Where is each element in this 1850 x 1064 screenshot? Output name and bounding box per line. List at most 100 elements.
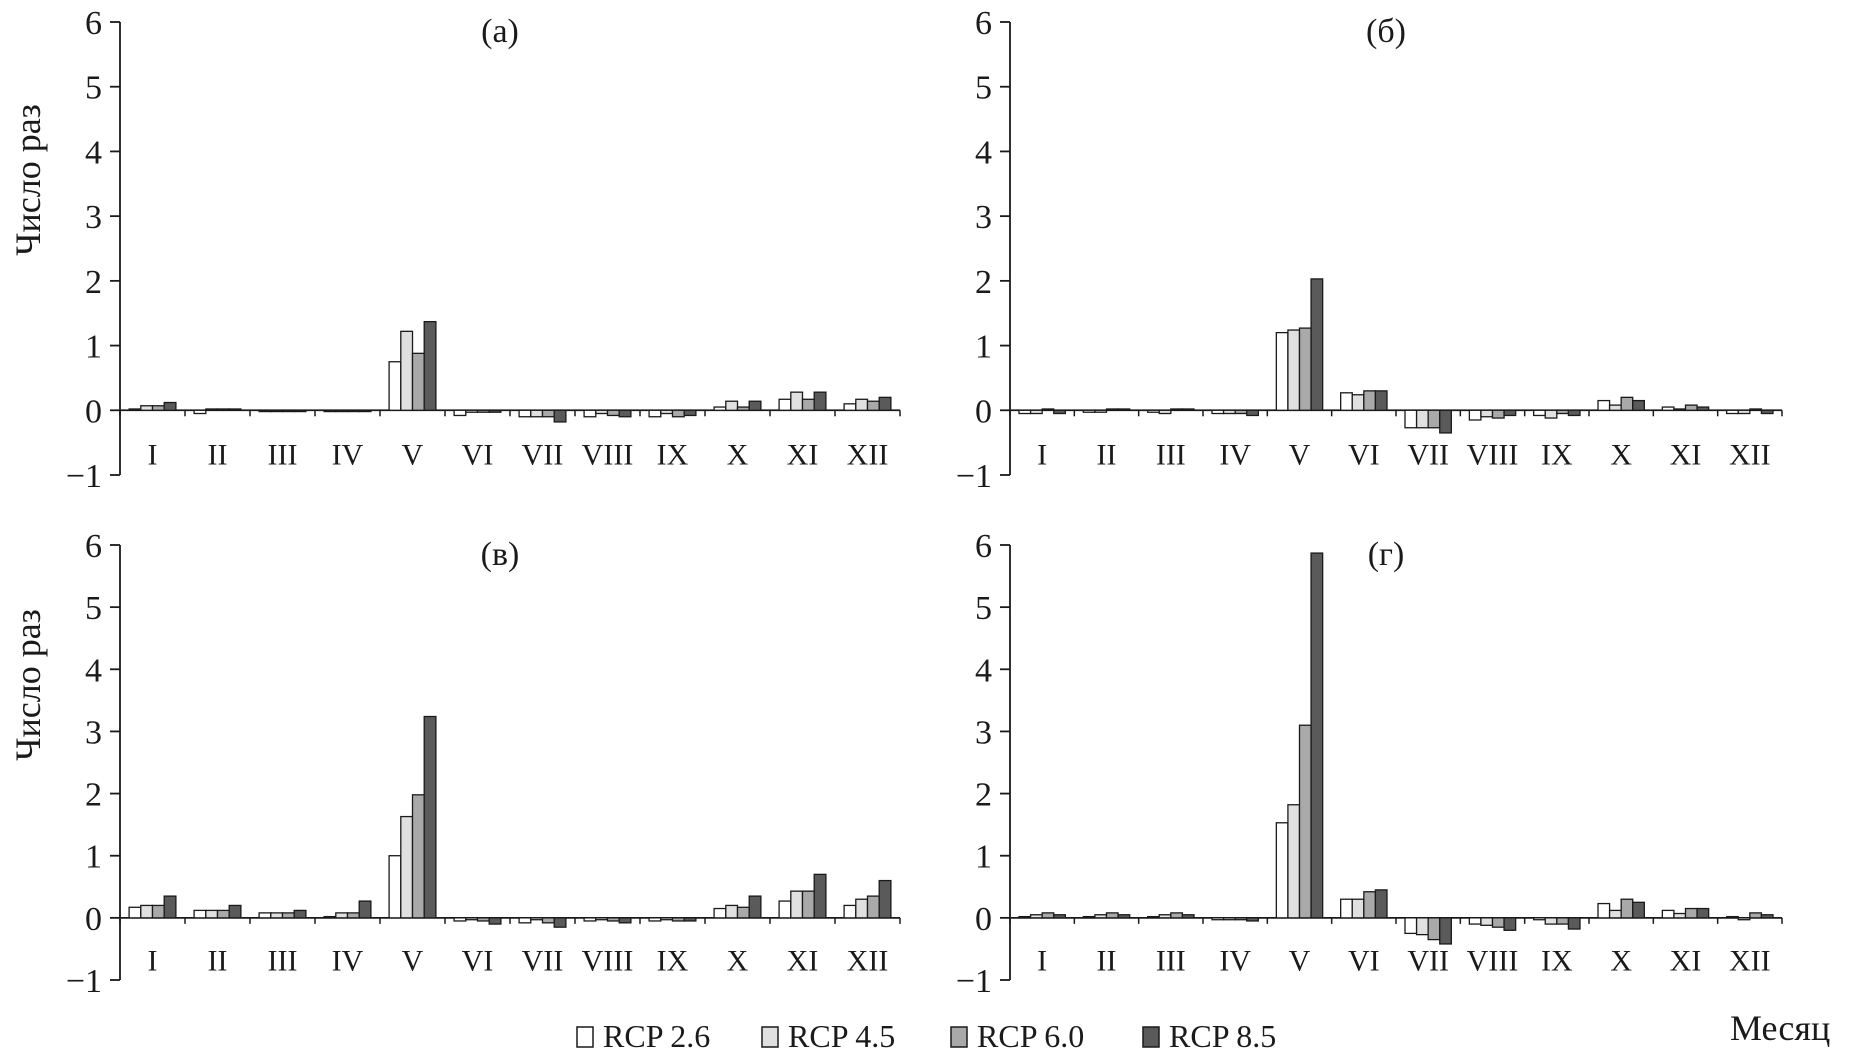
bar-v-II-0 bbox=[193, 909, 207, 919]
bar-b-I-2 bbox=[1041, 408, 1055, 411]
bar-b-XI-3 bbox=[1696, 406, 1710, 411]
bar-v-III-0 bbox=[258, 912, 272, 919]
bar-a-XI-2 bbox=[801, 398, 815, 411]
bar-b-XII-2 bbox=[1749, 408, 1763, 411]
legend: RCP 2.6 RCP 4.5 RCP 6.0 RCP 8.5 bbox=[576, 1018, 1276, 1054]
x-tick-label: XI bbox=[1670, 944, 1702, 977]
bar-v-XI-0 bbox=[778, 900, 792, 919]
x-tick-label: V bbox=[402, 944, 424, 977]
bar-b-II-3 bbox=[1117, 408, 1131, 411]
bar-v-IX-0 bbox=[648, 917, 662, 922]
y-tick-label: 1 bbox=[85, 839, 102, 876]
bar-b-IX-2 bbox=[1556, 409, 1570, 415]
bar-b-VI-0 bbox=[1340, 392, 1353, 411]
y-tick-label: 3 bbox=[975, 714, 992, 751]
y-tick-label: 0 bbox=[975, 901, 992, 938]
bar-b-VIII-2 bbox=[1491, 409, 1505, 419]
y-tick-label: 3 bbox=[85, 199, 102, 236]
bar-b-VIII-3 bbox=[1503, 409, 1517, 417]
x-tick-label: VII bbox=[1407, 438, 1449, 471]
y-tick-label: 5 bbox=[975, 70, 992, 107]
bar-b-VII-2 bbox=[1427, 409, 1441, 429]
bar-g-III-3 bbox=[1181, 914, 1195, 919]
bar-b-IV-0 bbox=[1211, 409, 1225, 415]
bar-a-III-3 bbox=[293, 409, 307, 413]
x-tick-label: II bbox=[1097, 944, 1117, 977]
x-tick-label: VI bbox=[1348, 438, 1380, 471]
x-tick-label: VI bbox=[1348, 944, 1380, 977]
y-tick-label: 1 bbox=[975, 329, 992, 366]
legend-swatch-rcp60 bbox=[950, 1026, 968, 1048]
bar-v-IV-0 bbox=[323, 915, 337, 919]
bar-v-VI-0 bbox=[453, 917, 467, 922]
y-tick-label: 3 bbox=[975, 199, 992, 236]
bar-v-V-3 bbox=[423, 715, 437, 919]
bar-b-I-3 bbox=[1053, 409, 1066, 415]
bar-g-IV-2 bbox=[1234, 917, 1248, 921]
y-tick-label: 4 bbox=[85, 134, 102, 171]
bar-g-VIII-2 bbox=[1491, 917, 1505, 928]
bar-a-XII-3 bbox=[878, 396, 892, 411]
bar-v-VIII-2 bbox=[606, 917, 620, 922]
bar-a-VI-3 bbox=[488, 409, 502, 413]
x-tick-label: VII bbox=[1407, 944, 1449, 977]
bar-a-V-1 bbox=[400, 330, 414, 411]
bar-g-XI-1 bbox=[1673, 912, 1687, 919]
bar-v-XI-2 bbox=[801, 890, 815, 919]
y-tick-label: 2 bbox=[85, 264, 102, 301]
bar-a-VIII-0 bbox=[583, 409, 597, 418]
bar-b-XII-0 bbox=[1726, 409, 1739, 415]
bar-v-II-1 bbox=[205, 909, 219, 919]
x-tick-label: VIII bbox=[582, 438, 634, 471]
ylabel-bottom: Число раз bbox=[8, 609, 48, 761]
bar-a-I-1 bbox=[140, 405, 154, 411]
x-tick-label: IX bbox=[1541, 944, 1573, 977]
bar-a-X-3 bbox=[748, 400, 762, 411]
bar-a-VIII-3 bbox=[618, 409, 632, 418]
xlabel: Месяц bbox=[1730, 1008, 1830, 1048]
bar-g-X-1 bbox=[1608, 909, 1622, 919]
x-tick-label: XI bbox=[787, 438, 819, 471]
bar-g-III-0 bbox=[1147, 915, 1160, 919]
bar-b-VII-0 bbox=[1404, 409, 1418, 429]
bar-v-III-1 bbox=[270, 912, 284, 919]
bar-b-XI-1 bbox=[1673, 408, 1687, 411]
bar-v-X-0 bbox=[713, 907, 727, 919]
x-tick-label: VIII bbox=[1467, 944, 1519, 977]
bar-b-XI-0 bbox=[1661, 406, 1675, 411]
panel-title: (б) bbox=[1366, 13, 1406, 50]
bar-a-III-1 bbox=[270, 409, 284, 413]
bar-g-V-2 bbox=[1298, 724, 1312, 919]
bar-v-V-0 bbox=[388, 855, 402, 919]
legend-label-rcp26: RCP 2.6 bbox=[603, 1018, 710, 1054]
y-tick-label: 2 bbox=[975, 264, 992, 301]
bar-g-X-3 bbox=[1632, 901, 1645, 919]
bar-g-IX-1 bbox=[1544, 917, 1558, 925]
bar-v-VII-2 bbox=[541, 917, 555, 924]
x-tick-label: III bbox=[268, 944, 298, 977]
legend-label-rcp85: RCP 8.5 bbox=[1169, 1018, 1276, 1054]
y-tick-label: 4 bbox=[85, 652, 102, 689]
bar-g-II-0 bbox=[1082, 915, 1096, 919]
bar-a-IV-3 bbox=[358, 409, 372, 413]
bar-v-XII-1 bbox=[855, 898, 869, 919]
bar-g-IX-2 bbox=[1556, 917, 1570, 925]
legend-swatch-rcp26 bbox=[576, 1026, 594, 1048]
bar-a-X-1 bbox=[725, 400, 739, 411]
bar-a-I-2 bbox=[151, 405, 165, 411]
bar-a-II-2 bbox=[216, 408, 230, 411]
x-tick-label: XII bbox=[1729, 944, 1771, 977]
bar-b-V-3 bbox=[1310, 278, 1324, 411]
y-tick-label: 6 bbox=[85, 5, 102, 42]
bar-a-V-0 bbox=[388, 361, 402, 411]
bar-v-I-2 bbox=[151, 904, 165, 919]
bar-v-III-3 bbox=[293, 909, 307, 919]
bar-a-II-1 bbox=[205, 408, 219, 411]
y-tick-label: 6 bbox=[85, 528, 102, 565]
bar-g-VIII-0 bbox=[1468, 917, 1482, 925]
bar-v-VIII-0 bbox=[583, 917, 597, 922]
bar-g-II-3 bbox=[1117, 914, 1131, 919]
bar-a-XI-1 bbox=[790, 391, 804, 411]
bar-g-I-3 bbox=[1053, 914, 1066, 919]
